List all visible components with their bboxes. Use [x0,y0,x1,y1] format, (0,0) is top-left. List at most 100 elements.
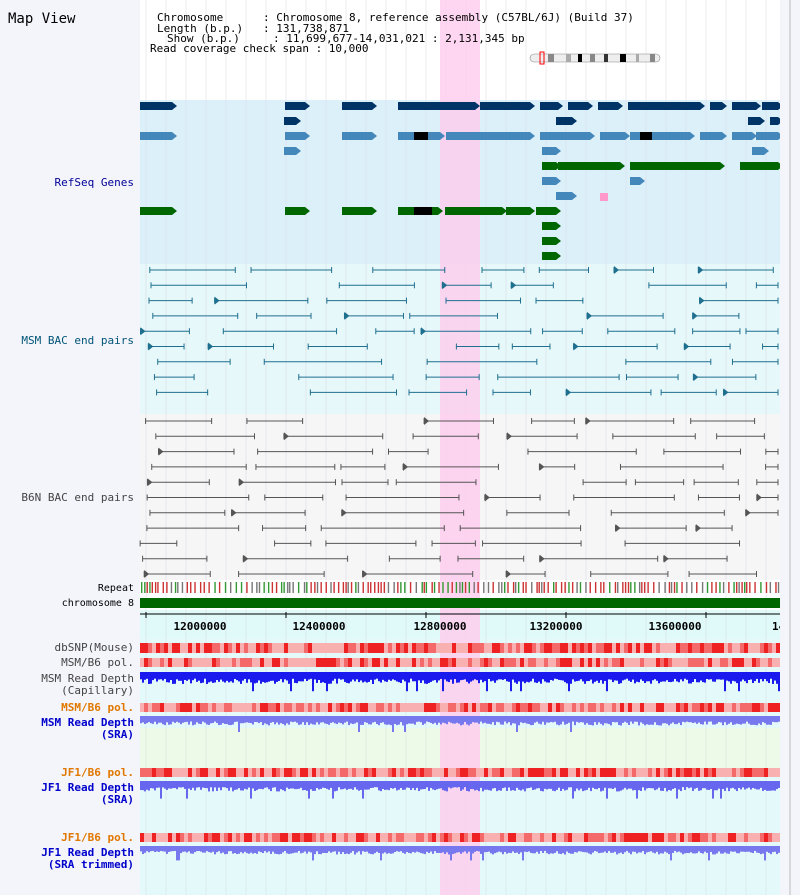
polymorphism-cell [460,643,464,653]
depth-bar [228,716,230,725]
polymorphism-cell [616,768,620,777]
depth-bar [724,846,726,853]
depth-bar [710,781,712,790]
depth-bar [294,846,296,853]
polymorphism-cell [152,833,156,842]
depth-bar [698,672,700,683]
depth-bar [374,781,376,788]
depth-bar [392,672,394,680]
msm-pol2-track[interactable] [140,703,780,712]
polymorphism-cell [680,703,684,712]
depth-bar [726,716,728,725]
polymorphism-cell [252,768,256,777]
repeat-track[interactable] [141,582,780,593]
polymorphism-cell [512,703,516,712]
depth-bar [148,846,150,853]
depth-bar [728,781,730,792]
depth-bar [202,781,204,788]
gene-strand-arrow [722,102,727,110]
depth-bar [344,846,346,855]
depth-bar [148,781,150,791]
polymorphism-cell [564,703,568,712]
msm-depth-sra-track[interactable] [140,716,780,732]
depth-bar [766,716,768,725]
msm-pol-track[interactable] [140,658,780,667]
repeat-feature [144,582,146,593]
polymorphism-cell [476,643,480,653]
depth-bar [320,781,322,789]
polymorphism-cell [256,658,260,667]
depth-bar [526,781,528,789]
jf1-pol2-track[interactable] [140,833,780,842]
depth-bar [480,716,482,722]
polymorphism-cell [264,643,268,653]
refseq-genes-track[interactable] [140,102,783,260]
depth-bar [734,716,736,725]
depth-bar [446,716,448,725]
repeat-feature [517,582,520,593]
repeat-feature [404,582,406,593]
depth-bar [642,781,644,788]
chromosome-ideogram[interactable] [529,51,661,65]
depth-bar [152,672,154,681]
polymorphism-cell [548,658,552,667]
depth-bar [654,672,656,680]
depth-bar [390,781,392,789]
depth-bar [558,672,560,680]
depth-bar [226,781,228,789]
msm-bac-track[interactable] [139,266,779,397]
depth-bar [250,846,252,853]
depth-bar [700,781,702,791]
jf1-depth-trimmed-track[interactable] [140,846,780,861]
jf1-depth-sra-track[interactable] [140,781,780,799]
depth-bar [490,846,492,854]
polymorphism-cell [160,658,164,667]
polymorphism-cell [432,703,436,712]
depth-bar [428,716,430,723]
repeat-feature [342,582,345,593]
depth-bar [476,672,478,681]
depth-bar [282,846,284,853]
depth-bar [306,781,308,791]
depth-bar [636,846,638,854]
depth-bar [630,846,632,855]
polymorphism-cell [776,768,780,777]
depth-bar [628,672,630,681]
depth-bar [530,781,532,788]
polymorphism-cell [216,643,220,653]
depth-bar [632,716,634,724]
polymorphism-cell [564,768,568,777]
depth-bar [676,781,678,799]
depth-bar [236,781,238,790]
depth-bar [646,781,648,789]
polymorphism-cell [244,658,248,667]
depth-bar [314,716,316,725]
depth-bar [426,846,428,852]
depth-bar [540,672,542,684]
repeat-feature [571,582,574,593]
depth-bar [224,846,226,855]
b6n-bac-track[interactable] [139,417,779,578]
depth-bar [612,846,614,853]
polymorphism-cell [720,643,724,653]
depth-bar [346,672,348,683]
repeat-label: Repeat [98,583,134,594]
repeat-feature [468,582,471,593]
depth-bar [650,672,652,684]
depth-bar [258,716,260,724]
depth-bar [424,781,426,790]
depth-bar [318,781,320,790]
dbsnp-track[interactable] [140,643,780,653]
chromosome-bar[interactable] [140,598,780,608]
depth-bar [186,781,188,799]
msm-depth-capillary-track[interactable] [140,672,780,692]
gene-feature [140,207,172,215]
polymorphism-cell [452,768,456,777]
depth-bar [334,846,336,852]
polymorphism-cell [672,643,676,653]
polymorphism-cell [568,658,572,667]
repeat-feature [525,582,527,593]
jf1-pol-track[interactable] [140,768,780,777]
depth-bar [728,672,730,682]
